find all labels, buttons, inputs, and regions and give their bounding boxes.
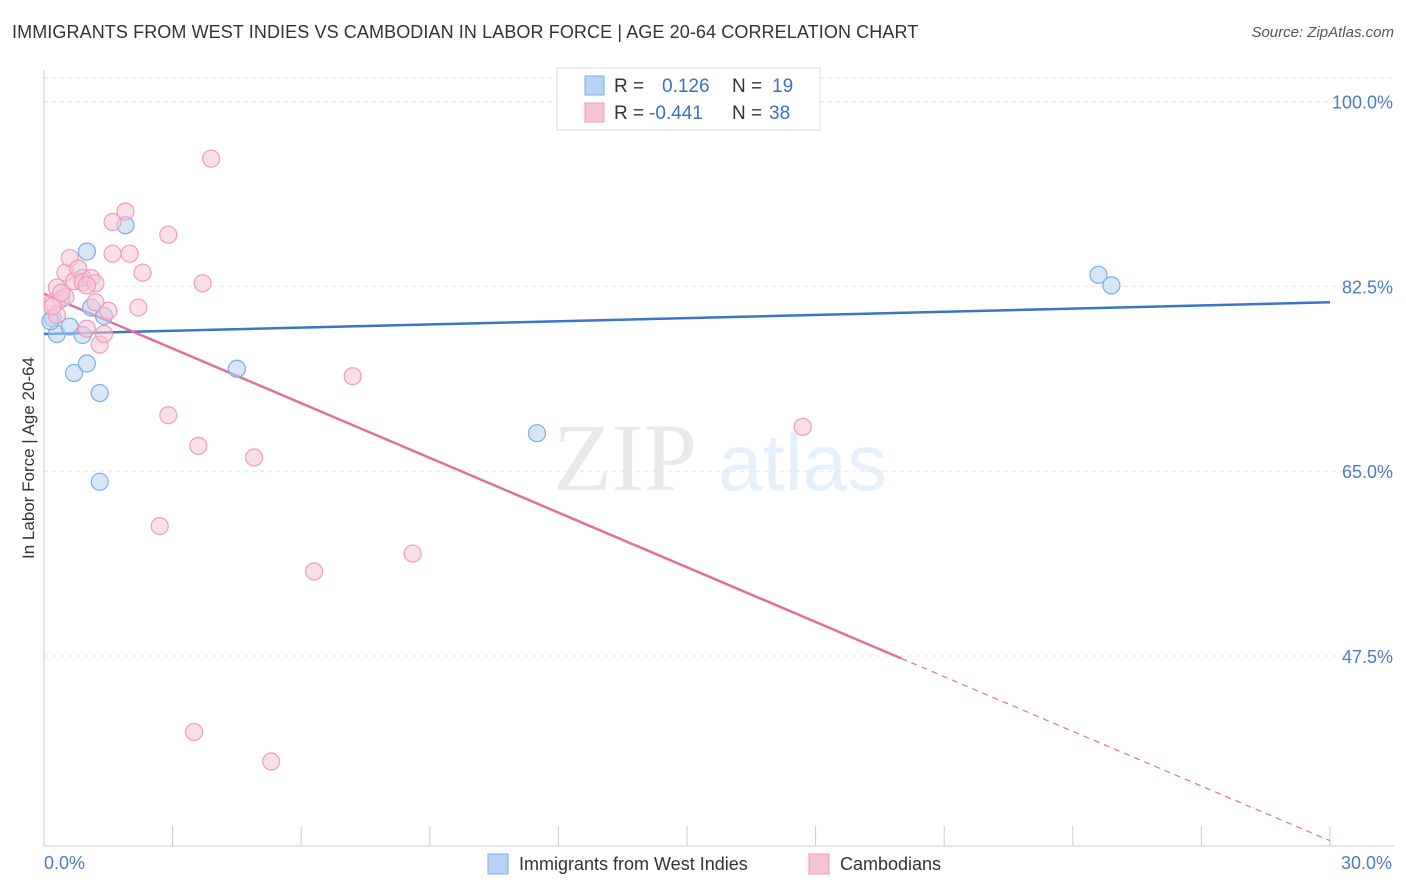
legend-n-value-1: 19 bbox=[772, 76, 793, 97]
point-series-1 bbox=[150, 516, 169, 536]
legend-n-value-2: 38 bbox=[769, 103, 790, 124]
watermark: ZIP atlas bbox=[553, 404, 887, 511]
point-series-1 bbox=[793, 417, 812, 436]
axes bbox=[43, 70, 1394, 847]
point-series-1 bbox=[52, 283, 71, 302]
series-legend: Immigrants from West Indies Cambodians bbox=[487, 853, 941, 875]
point-series-1 bbox=[86, 293, 105, 312]
point-series-1 bbox=[189, 436, 208, 455]
point-series-1 bbox=[193, 274, 212, 293]
x-tick-label-min: 0.0% bbox=[44, 853, 85, 873]
point-series-0 bbox=[90, 383, 109, 403]
legend-r-value-2: -0.441 bbox=[649, 103, 703, 124]
point-series-1 bbox=[99, 301, 118, 320]
point-series-0 bbox=[77, 354, 96, 373]
point-series-0 bbox=[77, 242, 96, 261]
point-series-0 bbox=[1102, 276, 1121, 295]
point-series-1 bbox=[159, 225, 178, 244]
point-series-1 bbox=[43, 297, 62, 316]
data-points bbox=[41, 149, 1121, 771]
y-tick-labels: 47.5% 65.0% 82.5% 100.0% bbox=[1332, 93, 1393, 667]
point-series-1 bbox=[159, 406, 178, 425]
trend-line-1 bbox=[43, 292, 902, 660]
legend-swatch-west-indies bbox=[584, 75, 605, 96]
y-axis-label: In Labor Force | Age 20-64 bbox=[19, 357, 38, 559]
series-legend-swatch-cambodians bbox=[808, 853, 830, 875]
point-series-1 bbox=[403, 544, 422, 563]
point-series-0 bbox=[1089, 265, 1108, 284]
point-series-1 bbox=[184, 722, 204, 742]
point-series-1 bbox=[116, 202, 135, 221]
trend-line-0 bbox=[43, 301, 1331, 336]
series-legend-swatch-west-indies bbox=[487, 853, 509, 875]
trend-line-dashed-1 bbox=[901, 657, 1331, 842]
gridlines bbox=[44, 77, 1394, 657]
point-series-1 bbox=[304, 562, 324, 581]
point-series-0 bbox=[64, 363, 84, 383]
point-series-1 bbox=[133, 263, 152, 282]
point-series-1 bbox=[202, 149, 221, 168]
point-series-1 bbox=[120, 244, 139, 263]
x-ticks bbox=[43, 826, 1331, 846]
point-series-1 bbox=[94, 324, 114, 344]
y-tick-label: 65.0% bbox=[1342, 462, 1393, 482]
source-label: Source: ZipAtlas.com bbox=[1251, 24, 1394, 41]
point-series-1 bbox=[77, 319, 96, 338]
point-series-0 bbox=[527, 424, 547, 443]
legend-n-label-2: N = bbox=[732, 103, 762, 124]
point-series-1 bbox=[103, 212, 122, 232]
chart-title: IMMIGRANTS FROM WEST INDIES VS CAMBODIAN… bbox=[12, 22, 919, 42]
point-series-1 bbox=[129, 298, 148, 317]
point-series-1 bbox=[77, 276, 96, 295]
point-series-1 bbox=[103, 244, 122, 263]
point-series-1 bbox=[244, 448, 264, 467]
x-tick-label-max: 30.0% bbox=[1341, 853, 1392, 873]
series-legend-label-west-indies: Immigrants from West Indies bbox=[519, 854, 748, 874]
trend-lines bbox=[43, 292, 1331, 842]
legend-n-label-1: N = bbox=[732, 76, 762, 97]
legend-r-label-2: R = bbox=[614, 103, 644, 124]
y-tick-label: 47.5% bbox=[1342, 647, 1393, 667]
correlation-legend: R = 0.126 N = 19 R = -0.441 N = 38 bbox=[556, 67, 821, 131]
legend-r-label-1: R = bbox=[614, 76, 644, 97]
point-series-0 bbox=[90, 472, 109, 491]
legend-r-value-1: 0.126 bbox=[662, 76, 710, 97]
series-legend-label-cambodians: Cambodians bbox=[840, 854, 941, 874]
point-series-0 bbox=[227, 359, 246, 378]
point-series-1 bbox=[343, 367, 362, 386]
legend-swatch-cambodians bbox=[584, 102, 605, 123]
y-tick-label: 100.0% bbox=[1332, 93, 1393, 113]
y-tick-label: 82.5% bbox=[1342, 277, 1393, 297]
point-series-1 bbox=[262, 752, 281, 771]
watermark-zip: ZIP bbox=[553, 404, 697, 511]
